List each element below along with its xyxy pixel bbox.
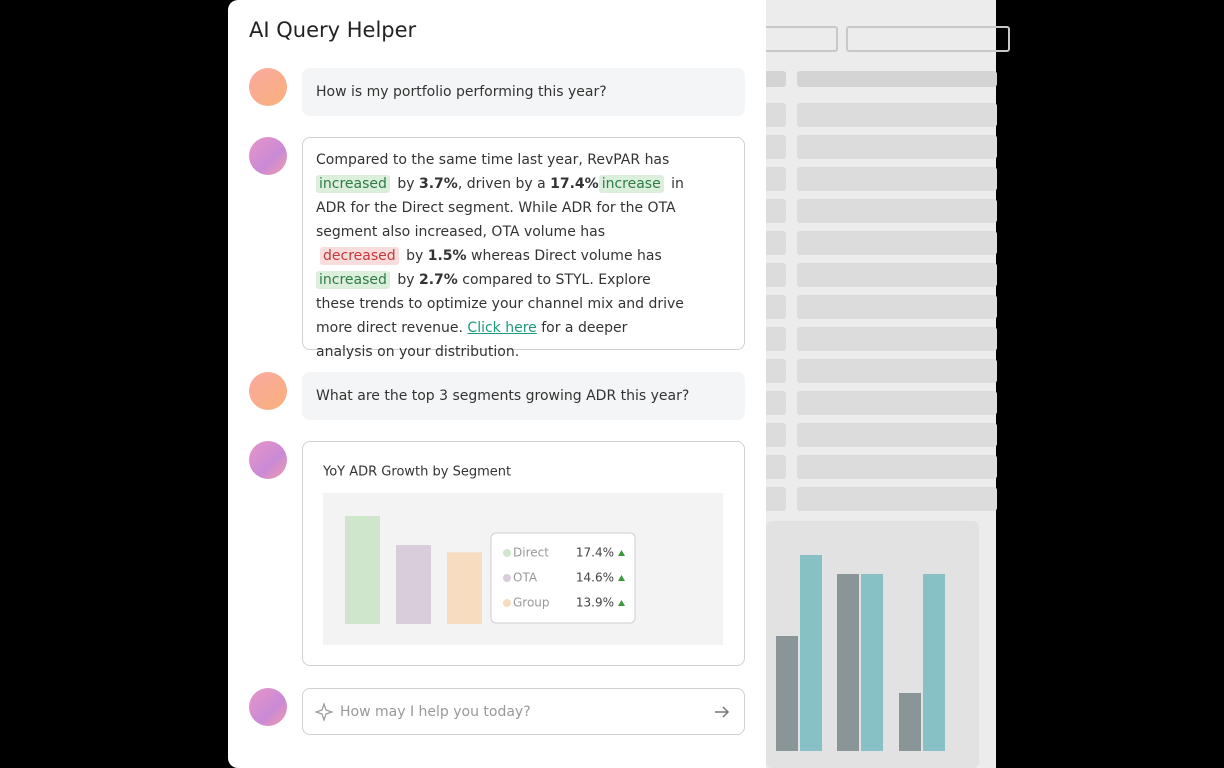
bar — [396, 545, 431, 624]
dashboard-row — [797, 231, 997, 255]
answer-plain: by — [392, 176, 419, 192]
answer-plain: Compared to the same time last year, Rev… — [316, 152, 670, 168]
dashboard-row — [797, 455, 997, 479]
value-label: 14.6% — [576, 571, 614, 585]
ai-avatar — [249, 441, 287, 479]
bg-bar — [861, 574, 883, 751]
answer-bold: 3.7% — [418, 176, 458, 192]
answer-plain: in ADR for the Direct segment. While ADR… — [316, 176, 684, 240]
panel-title: AI Query Helper — [249, 18, 417, 42]
value-label: 13.9% — [576, 596, 614, 610]
input-placeholder: How may I help you today? — [340, 703, 531, 720]
user-avatar — [249, 68, 287, 106]
answer-bold: 1.5% — [427, 248, 467, 264]
answer-plain: for a deeper analysis on your distributi… — [316, 320, 628, 360]
answer-plain: by — [392, 272, 419, 288]
legend-dot — [503, 599, 511, 607]
dashboard-row — [797, 487, 997, 511]
up-arrow — [618, 600, 625, 606]
dashboard-row — [797, 263, 997, 287]
legend-dot — [503, 574, 511, 582]
answer-up: increased — [316, 175, 390, 193]
user-message: How is my portfolio performing this year… — [302, 68, 745, 116]
dashboard-row — [797, 423, 997, 447]
dashboard-row — [797, 71, 997, 87]
answer-bold: 17.4% — [550, 176, 599, 192]
dashboard-row — [797, 295, 997, 319]
dashboard-row — [797, 135, 997, 159]
dashboard-row — [797, 103, 997, 127]
answer-up: increased — [316, 271, 390, 289]
chart-card: YoY ADR Growth by Segment Direct 17.4% OTA… — [302, 441, 745, 666]
dashboard-row — [797, 167, 997, 191]
bg-bar — [837, 574, 859, 751]
legend-label: OTA — [513, 571, 538, 585]
bar — [345, 516, 380, 624]
bg-bar — [899, 693, 921, 751]
up-arrow — [618, 575, 625, 581]
answer-plain: by — [401, 248, 428, 264]
answer-bold: 2.7% — [418, 272, 458, 288]
chart-title: YoY ADR Growth by Segment — [322, 465, 511, 480]
bg-bar — [776, 636, 798, 751]
legend — [490, 532, 636, 624]
dashboard-row — [797, 359, 997, 383]
bar — [447, 552, 482, 624]
value-label: 17.4% — [576, 546, 614, 560]
dashboard-chart — [766, 521, 979, 768]
answer-plain: compared to STYL. Explore these trends t… — [316, 272, 684, 336]
legend-dot — [503, 549, 511, 557]
bg-bar — [800, 555, 822, 751]
legend-label: Group — [513, 596, 550, 610]
dashboard-field — [756, 26, 838, 52]
answer-down: decreased — [320, 247, 399, 265]
legend-label: Direct — [513, 546, 549, 560]
sparkle-icon — [315, 701, 334, 722]
bg-bar — [923, 574, 945, 751]
dashboard-row — [797, 327, 997, 351]
user-avatar — [249, 372, 287, 410]
ai-avatar — [249, 137, 287, 175]
answer-link[interactable]: Click here — [467, 320, 537, 336]
dashboard-row — [797, 199, 997, 223]
answer-up: increase — [598, 175, 664, 193]
answer-plain: , driven by a — [457, 176, 551, 192]
dashboard-background — [756, 0, 1010, 768]
dashboard-field — [846, 26, 1010, 52]
ai-message: Compared to the same time last year, Rev… — [302, 137, 745, 360]
dashboard-row — [797, 391, 997, 415]
ai-avatar — [249, 688, 287, 726]
chat-input[interactable]: How may I help you today? — [302, 688, 745, 735]
send-button[interactable] — [712, 702, 732, 722]
up-arrow — [618, 550, 625, 556]
chart: YoY ADR Growth by Segment Direct 17.4% OTA… — [322, 465, 723, 645]
answer-plain: whereas Direct volume has — [466, 248, 662, 264]
user-message: What are the top 3 segments growing ADR … — [302, 372, 745, 420]
